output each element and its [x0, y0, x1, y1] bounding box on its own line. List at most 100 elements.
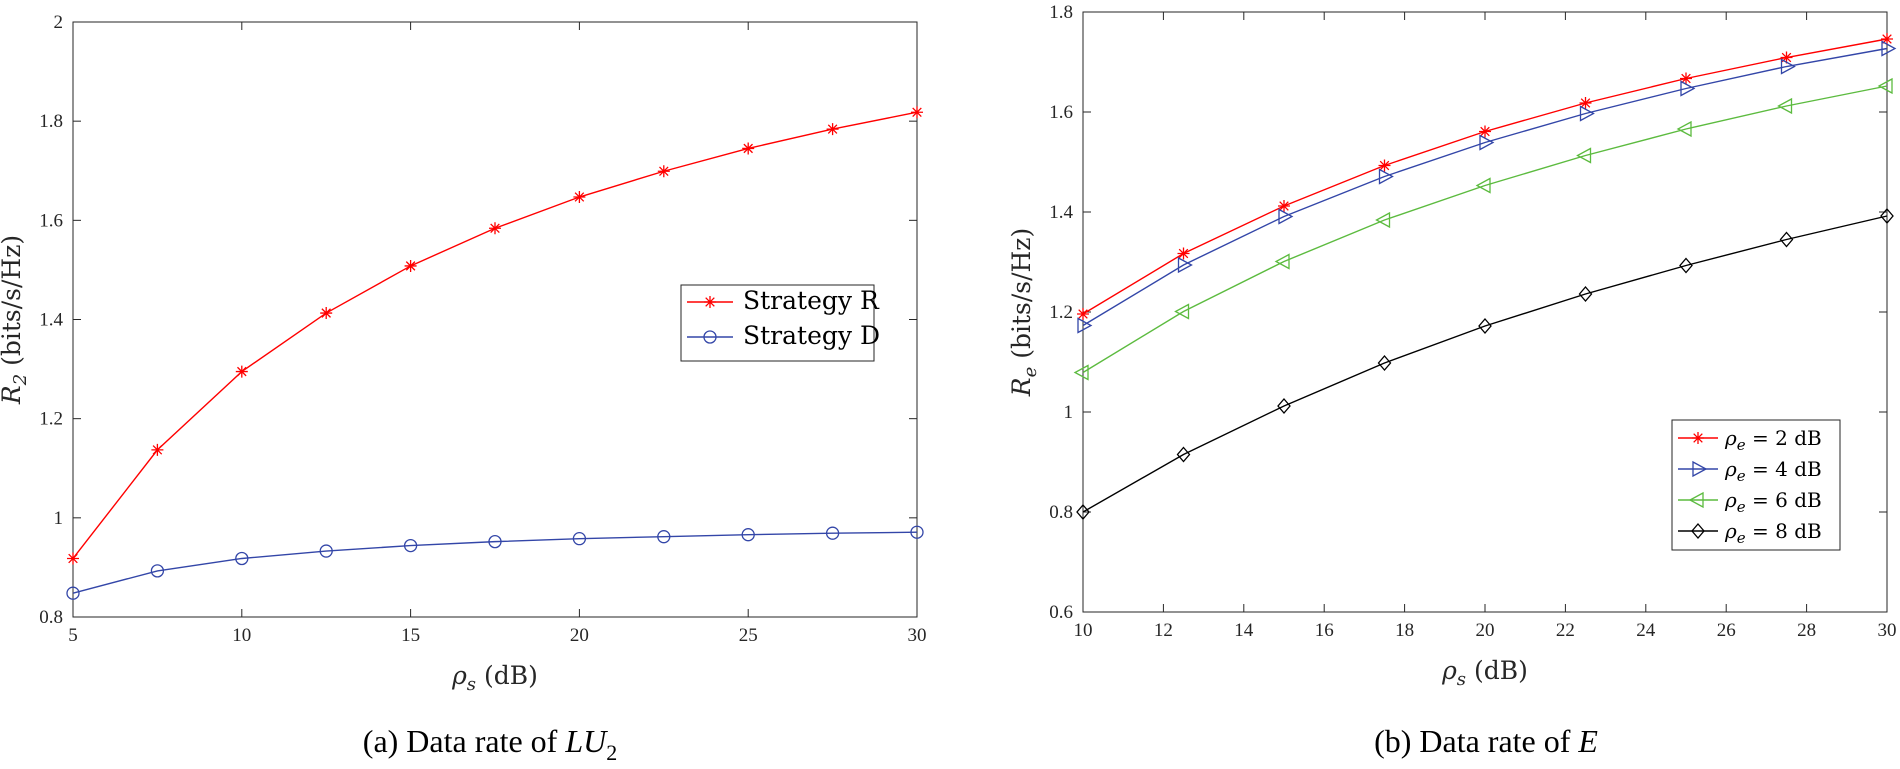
legend-marker: [1688, 491, 1704, 509]
y-tick-label: 1.4: [39, 310, 63, 331]
data-point: [1077, 317, 1093, 334]
legend: Strategy R Strategy D: [680, 284, 880, 362]
data-point: [1278, 208, 1294, 225]
x-tick-label: 16: [1315, 620, 1334, 641]
legend-marker: [1692, 432, 1704, 444]
legend-marker: [704, 296, 716, 308]
y-tick-label: 2: [54, 12, 64, 33]
chart-b: 10 12 14 16 18 20 22 24 26 28 30 0.6 0.8 1 1.2 1.4 1.6 1.…: [1007, 2, 1897, 759]
x-axis-label: ρs (dB): [1441, 656, 1528, 690]
data-point: [1479, 125, 1491, 138]
x-tick-label: 10: [1074, 620, 1093, 641]
data-point: [1174, 303, 1190, 320]
legend-label: Strategy D: [743, 321, 880, 350]
figure-caption: (a) Data rate of LU2: [363, 723, 617, 765]
data-point: [150, 564, 165, 578]
legend-box: [680, 284, 875, 362]
data-point: [1676, 120, 1692, 138]
data-point: [1073, 364, 1089, 381]
legend-label: ρe = 4 dB: [1724, 457, 1822, 485]
data-point: [1779, 231, 1794, 248]
data-point: [742, 142, 755, 155]
data-point: [1877, 77, 1893, 95]
y-tick-label: 0.8: [39, 607, 63, 628]
data-point: [488, 534, 502, 549]
data-point: [1176, 446, 1191, 463]
legend: ρe = 2 dB ρe = 4 dB ρe = 6 dB ρe = 8 dB: [1671, 419, 1841, 551]
legend-label: ρe = 8 dB: [1724, 519, 1822, 547]
y-tick-label: 0.8: [1049, 502, 1073, 523]
data-point: [657, 530, 671, 544]
data-point: [825, 526, 840, 540]
x-tick-label: 22: [1556, 620, 1575, 641]
series-2: [66, 525, 924, 600]
data-point: [1378, 159, 1391, 172]
legend-marker: [1692, 460, 1708, 478]
x-tick-label: 30: [908, 625, 927, 646]
x-tick-label: 24: [1636, 620, 1656, 641]
data-point: [235, 551, 249, 566]
x-tick-label: 18: [1395, 620, 1414, 641]
data-point: [1277, 398, 1291, 414]
data-point: [1274, 253, 1290, 270]
x-tick-label: 26: [1717, 620, 1736, 641]
x-tick-label: 20: [570, 625, 589, 646]
y-tick-label: 1.2: [1049, 302, 1073, 323]
legend-label: Strategy R: [743, 286, 880, 315]
legend-marker: [1691, 523, 1705, 539]
data-point: [1177, 256, 1193, 274]
data-point: [1680, 72, 1692, 85]
data-point: [1177, 247, 1190, 260]
data-point: [741, 528, 755, 542]
data-point: [573, 191, 586, 204]
y-tick-label: 1.8: [39, 111, 63, 132]
y-tick-label: 1.8: [1049, 2, 1073, 23]
data-point: [1880, 208, 1894, 224]
figure-caption: (b) Data rate of E: [1374, 723, 1598, 759]
data-point: [1679, 257, 1693, 274]
y-tick-label: 1.6: [39, 210, 63, 231]
data-point: [66, 586, 80, 600]
data-point: [1077, 308, 1089, 320]
data-point: [1578, 286, 1593, 302]
data-point: [1278, 200, 1290, 212]
series-1: [67, 106, 923, 565]
y-tick-label: 1: [1064, 402, 1074, 423]
legend-label: ρe = 2 dB: [1724, 426, 1822, 454]
series-line: [1082, 215, 1888, 513]
legend-box: [1671, 419, 1841, 551]
y-tick-label: 0.6: [1049, 602, 1073, 623]
series-3: [1073, 77, 1893, 381]
x-axis-label: ρs (dB): [451, 661, 538, 695]
data-point: [911, 106, 923, 119]
series-1: [1077, 33, 1893, 320]
x-tick-label: 12: [1154, 620, 1173, 641]
series-line: [1082, 47, 1888, 327]
x-tick-label: 20: [1476, 620, 1495, 641]
data-point: [1777, 97, 1793, 115]
y-tick-label: 1.2: [39, 409, 63, 430]
data-point: [572, 532, 587, 546]
y-axis-label: Re (bits/s/Hz): [1007, 228, 1041, 397]
data-point: [235, 365, 248, 378]
data-point: [1475, 177, 1491, 194]
data-point: [67, 552, 79, 565]
series-line: [1082, 38, 1888, 315]
x-tick-label: 28: [1797, 620, 1816, 641]
y-tick-label: 1.4: [1049, 202, 1073, 223]
y-tick-label: 1: [54, 508, 64, 529]
data-point: [1576, 147, 1592, 164]
x-tick-label: 30: [1878, 620, 1897, 641]
data-point: [1780, 51, 1793, 64]
y-axis-label: R2 (bits/s/Hz): [0, 235, 31, 405]
data-point: [1780, 58, 1796, 75]
data-point: [403, 538, 418, 553]
data-point: [151, 443, 164, 456]
x-tick-label: 14: [1234, 620, 1254, 641]
data-point: [319, 544, 333, 558]
data-point: [489, 222, 501, 235]
data-point: [826, 123, 839, 136]
data-point: [1076, 504, 1090, 520]
series-2: [1077, 40, 1897, 334]
